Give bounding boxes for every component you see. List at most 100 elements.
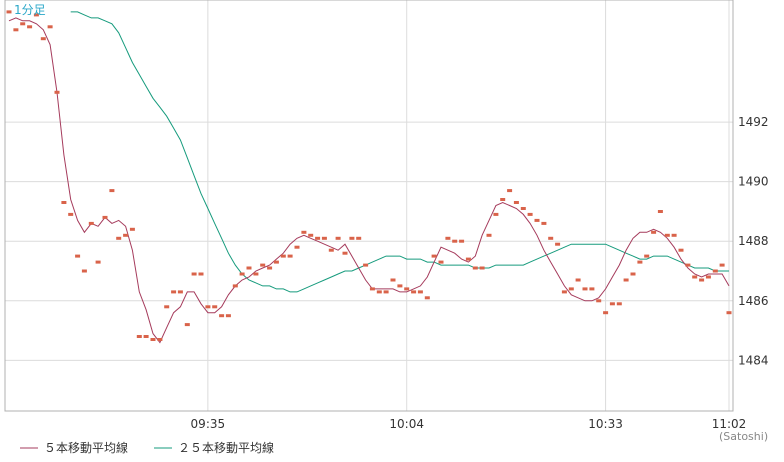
price-point	[500, 198, 506, 201]
y-tick-label: 1486	[738, 294, 769, 308]
price-point	[88, 221, 94, 225]
price-point	[68, 212, 74, 216]
price-point	[27, 25, 33, 29]
price-point	[109, 189, 115, 193]
y-tick-label: 1488	[738, 234, 769, 248]
price-point	[376, 290, 382, 294]
price-point	[452, 239, 458, 243]
price-point	[568, 287, 574, 291]
price-point	[157, 338, 163, 341]
price-point	[397, 284, 403, 288]
price-point	[177, 290, 183, 294]
price-point	[75, 254, 81, 258]
price-point	[685, 263, 691, 267]
price-point	[692, 275, 698, 279]
price-point	[479, 266, 485, 270]
price-point	[95, 260, 101, 264]
price-point	[150, 338, 156, 341]
x-tick-label: 09:35	[191, 417, 226, 431]
price-point	[81, 269, 87, 273]
price-point	[459, 239, 465, 243]
price-point	[280, 254, 286, 258]
price-point	[541, 221, 547, 225]
price-point	[61, 201, 67, 204]
price-point	[212, 305, 218, 309]
price-point	[616, 302, 622, 306]
price-point	[575, 278, 581, 282]
price-point	[424, 296, 430, 300]
y-tick-label: 1490	[738, 175, 769, 189]
price-point	[555, 242, 561, 246]
price-point	[726, 311, 732, 315]
price-point	[33, 13, 39, 17]
x-tick-label: 11:02	[712, 417, 747, 431]
price-point	[198, 272, 204, 276]
ma5-line-group	[8, 17, 730, 344]
x-tick-label: 10:33	[588, 417, 623, 431]
price-point	[191, 272, 197, 276]
price-point	[225, 314, 231, 318]
ma25-line	[70, 11, 729, 293]
price-point	[603, 311, 609, 315]
price-point	[20, 22, 26, 26]
price-point	[596, 299, 602, 303]
x-axis-tick-labels: 09:35 10:04 10:33 11:02	[191, 417, 747, 431]
price-point	[47, 25, 53, 29]
plot-frame	[4, 0, 734, 412]
price-point	[123, 233, 129, 237]
price-point	[54, 90, 60, 94]
credit-label: (Satoshi)	[719, 430, 768, 443]
price-point	[232, 284, 238, 288]
price-point	[637, 260, 643, 264]
price-point	[102, 215, 108, 219]
price-point	[308, 233, 314, 237]
legend-label-ma25: ２５本移動平均線	[178, 440, 274, 455]
price-point	[630, 272, 636, 276]
price-point	[411, 290, 417, 294]
price-point	[205, 305, 211, 309]
price-point	[13, 28, 19, 32]
price-point	[390, 278, 396, 282]
price-point	[239, 272, 245, 276]
price-point	[699, 278, 705, 282]
price-point	[534, 218, 540, 222]
price-point	[321, 236, 327, 240]
price-point	[6, 10, 12, 14]
price-point	[589, 287, 595, 291]
ma5-line	[8, 17, 730, 344]
y-axis-tick-labels: 1484 1486 1488 1490 1492	[738, 115, 769, 367]
price-point	[527, 212, 533, 216]
price-point	[404, 287, 410, 291]
price-point	[246, 266, 252, 270]
y-tick-label: 1492	[738, 115, 769, 129]
price-point	[301, 230, 307, 234]
price-point	[651, 230, 657, 234]
price-point	[472, 266, 478, 270]
x-tick-label: 10:04	[389, 417, 424, 431]
price-point	[260, 263, 266, 267]
price-point	[623, 278, 629, 282]
price-point	[356, 236, 362, 240]
legend: ５本移動平均線 ２５本移動平均線	[20, 440, 274, 455]
price-point	[363, 263, 369, 267]
price-point	[561, 290, 567, 294]
price-point	[445, 236, 451, 240]
price-point	[507, 189, 513, 193]
plot-background	[5, 0, 733, 411]
price-point	[164, 305, 170, 309]
price-point	[548, 236, 554, 240]
price-point	[273, 260, 279, 264]
price-point	[657, 210, 663, 213]
price-point	[705, 275, 711, 279]
price-point	[417, 290, 423, 294]
price-point	[383, 290, 389, 294]
price-point	[294, 245, 300, 249]
price-point	[219, 314, 225, 318]
chart-title: 1分足	[14, 3, 46, 17]
price-point	[40, 37, 46, 41]
price-point	[678, 248, 684, 252]
price-point	[493, 212, 499, 216]
price-point	[513, 201, 519, 204]
price-point	[129, 227, 135, 231]
